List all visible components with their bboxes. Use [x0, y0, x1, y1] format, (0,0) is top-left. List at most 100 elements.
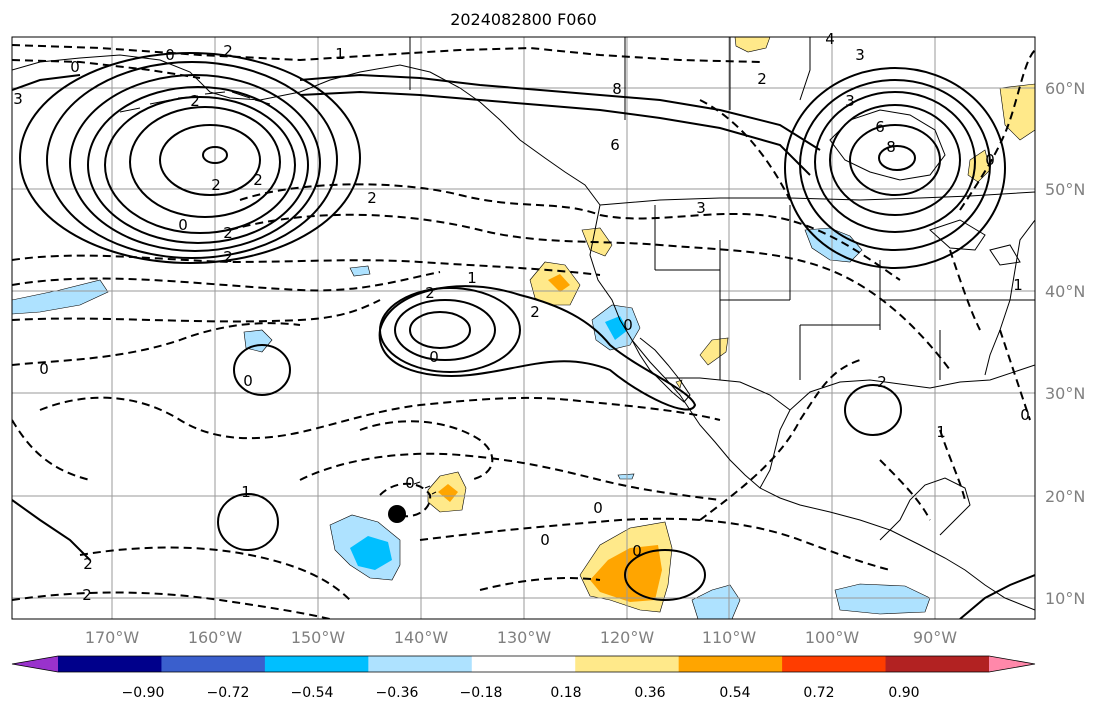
contour-label: 0	[429, 348, 439, 366]
lon-label: 150°W	[291, 628, 346, 647]
contour-line	[239, 183, 901, 281]
shade-light-blue	[834, 583, 931, 615]
shade-cyan	[350, 536, 392, 570]
west-coast	[589, 204, 1035, 611]
contour-line	[409, 311, 471, 349]
contour-line	[949, 249, 981, 331]
contour-line	[87, 86, 309, 244]
colorbar-segment	[58, 656, 162, 672]
colorbar-tick-label: 0.36	[634, 685, 665, 701]
contour-line	[299, 452, 721, 501]
colorbar-tick-label: 0.18	[550, 685, 581, 701]
contour-line	[12, 271, 441, 292]
colorbar-tick-label: −0.36	[376, 685, 419, 701]
contour-line	[379, 482, 432, 518]
contour-label: 0	[165, 46, 175, 64]
contour-line	[878, 145, 916, 171]
contour-label: 0	[632, 542, 642, 560]
contour-line	[879, 459, 931, 521]
contour-line	[844, 384, 902, 436]
lon-label: 170°W	[85, 628, 140, 647]
contours	[12, 52, 1035, 619]
shade-orange	[438, 484, 458, 502]
colorbar-extend-high	[989, 656, 1035, 672]
contour-line	[19, 52, 361, 264]
contour-line	[202, 146, 228, 164]
contour-label: 1	[241, 483, 251, 501]
colorbar-segment	[264, 656, 369, 672]
storm-center-marker	[388, 505, 406, 523]
contour-label: 2	[530, 303, 540, 321]
contour-line	[12, 254, 601, 276]
contour-label: 2	[82, 586, 92, 604]
baja-california	[631, 337, 691, 403]
contour-line	[217, 493, 279, 551]
contour-line	[849, 124, 941, 196]
contour-label: 0	[178, 216, 188, 234]
contour-line	[12, 59, 201, 79]
lon-label: 110°W	[702, 628, 757, 647]
colorbar-tick-label: 0.90	[888, 685, 919, 701]
lat-label: 50°N	[1045, 180, 1085, 199]
contour-line	[69, 74, 321, 252]
colorbar-tick-labels: −0.90 −0.72 −0.54 −0.36 −0.18 0.18 0.36 …	[122, 685, 920, 701]
contour-label: 2	[223, 248, 233, 266]
contour-label: 8	[612, 80, 622, 98]
colorbar-tick-label: −0.54	[291, 685, 334, 701]
colorbar-segment	[782, 656, 887, 672]
lon-label: 120°W	[600, 628, 655, 647]
shade-orange	[548, 274, 570, 292]
longitude-labels: 170°W 160°W 150°W 140°W 130°W 120°W 110°…	[85, 628, 957, 647]
colorbar-tick-label: 0.72	[803, 685, 834, 701]
contour-label: 0	[985, 151, 995, 169]
contour-label: 3	[845, 92, 855, 110]
map-frame	[11, 36, 1036, 620]
contour-label: 2	[757, 70, 767, 88]
lat-label: 20°N	[1045, 487, 1085, 506]
contour-label: 1	[1013, 276, 1023, 294]
colorbar-extend-low	[12, 656, 58, 672]
contour-label: 2	[223, 42, 233, 60]
shade-yellow	[734, 37, 771, 53]
hawaii-islands	[413, 481, 437, 495]
contour-line	[784, 67, 1006, 269]
lat-label: 40°N	[1045, 282, 1085, 301]
contour-label: 2	[253, 171, 263, 189]
contour-label: 0	[540, 531, 550, 549]
hudson-bay	[829, 109, 946, 181]
colorbar-segment	[885, 656, 990, 672]
contour-line	[359, 420, 494, 481]
canada-north	[409, 37, 811, 120]
contour-label: 2	[83, 555, 93, 573]
shade-yellow	[699, 337, 729, 366]
contour-line	[159, 124, 261, 196]
lon-label: 140°W	[394, 628, 449, 647]
contour-line	[959, 49, 1035, 211]
lon-label: 130°W	[497, 628, 552, 647]
map-title: 2024082800 F060	[450, 10, 597, 29]
contour-line	[699, 359, 861, 521]
contour-label: 0	[405, 474, 415, 492]
contour-line	[233, 344, 291, 396]
contour-label: 2	[425, 284, 435, 302]
latitude-labels: 60°N 50°N 40°N 30°N 20°N 10°N	[1045, 79, 1085, 608]
contour-line	[299, 90, 811, 176]
contour-label: 2	[877, 373, 887, 391]
contour-label: 2	[211, 176, 221, 194]
lat-label: 30°N	[1045, 384, 1085, 403]
us-mexico-border	[665, 377, 791, 411]
contour-line	[394, 299, 496, 361]
contour-label: 1	[936, 423, 946, 441]
contour-line	[999, 329, 1031, 421]
shade-light-blue	[691, 584, 741, 619]
contour-line	[699, 99, 791, 201]
contour-label: 0	[593, 499, 603, 517]
contour-label: 3	[855, 46, 865, 64]
yucatan	[879, 477, 971, 541]
contour-line	[12, 322, 301, 366]
gulf-coast	[759, 364, 1035, 489]
lat-label: 60°N	[1045, 79, 1085, 98]
contour-label: 3	[13, 90, 23, 108]
contour-label: 0	[39, 360, 49, 378]
